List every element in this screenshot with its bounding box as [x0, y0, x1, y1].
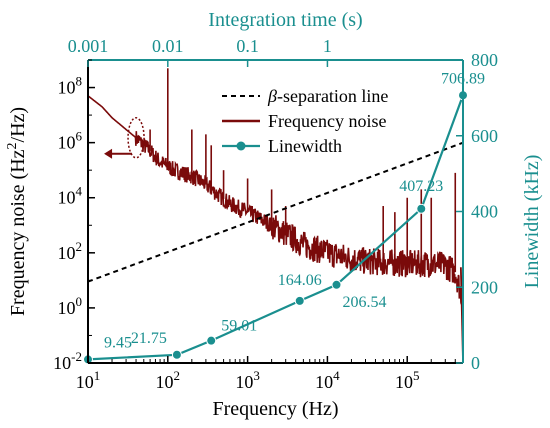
legend-separation-label: β-separation line [267, 86, 388, 106]
x-tick-label: 105 [395, 368, 420, 392]
y-tick-label: 102 [58, 239, 83, 263]
y2-tick-label: 200 [471, 277, 498, 297]
linewidth-data-label: 9.45 [104, 334, 132, 351]
linewidth-data-label: 407.23 [399, 178, 443, 195]
x2-tick-label: 0.001 [68, 36, 109, 56]
linewidth-data-label: 21.75 [131, 330, 167, 347]
legend-linewidth-label: Linewidth [268, 136, 342, 156]
linewidth-point [206, 335, 217, 346]
frequency-noise-line [87, 95, 464, 310]
legend-linewidth-marker [236, 141, 246, 151]
x2-tick-label: 1 [323, 36, 332, 56]
y2-tick-label: 600 [471, 126, 498, 146]
x-tick-label: 103 [235, 368, 259, 392]
y2-tick-label: 0 [471, 353, 480, 373]
linewidth-point [294, 295, 305, 306]
y2-axis-title: Linewidth (kHz) [521, 155, 543, 289]
annotation-ellipse [127, 117, 145, 159]
linewidth-point [331, 279, 342, 290]
linewidth-data-label: 59.01 [221, 318, 257, 335]
y-tick-label: 108 [58, 74, 83, 98]
y2-tick-label: 800 [471, 50, 498, 70]
y-tick-label: 104 [58, 184, 83, 208]
y-axis-title: Frequency noise (Hz2/Hz) [5, 107, 29, 316]
linewidth-data-label: 206.54 [343, 294, 387, 311]
y-tick-label: 106 [58, 129, 83, 153]
linewidth-point [171, 349, 182, 360]
separation-line [87, 141, 464, 283]
x-tick-label: 101 [76, 368, 101, 392]
x-axis-title: Frequency (Hz) [212, 398, 338, 420]
arrow-head-icon [104, 148, 113, 159]
x-tick-label: 104 [315, 368, 340, 392]
x2-tick-label: 0.1 [236, 36, 259, 56]
linewidth-data-label: 164.06 [278, 272, 322, 289]
legend-noise-label: Frequency noise [268, 111, 386, 131]
x-tick-label: 102 [156, 368, 181, 392]
y-tick-label: 10-2 [53, 349, 82, 373]
y2-tick-label: 400 [471, 202, 498, 222]
y-tick-label: 100 [58, 294, 83, 318]
x2-tick-label: 0.01 [152, 36, 184, 56]
x2-axis-title: Integration time (s) [208, 9, 362, 31]
linewidth-point [416, 203, 427, 214]
